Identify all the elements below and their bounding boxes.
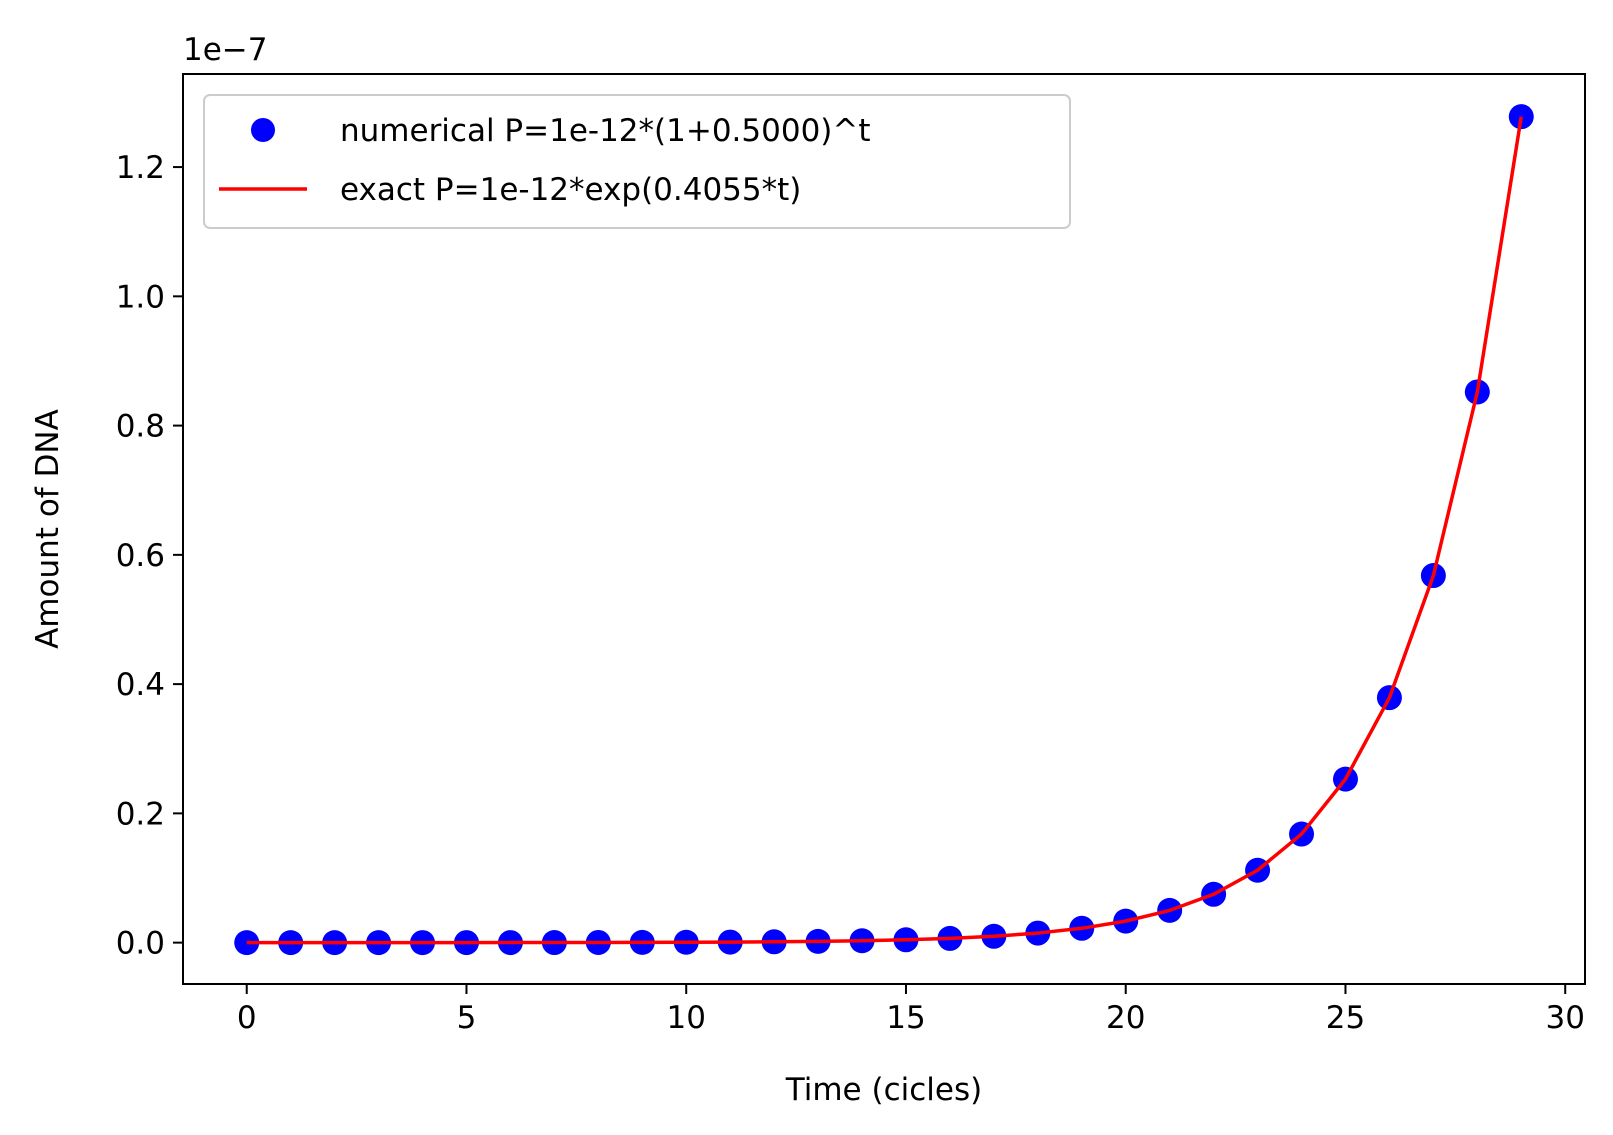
y-tick-label: 1.2 — [116, 150, 165, 186]
x-tick-label: 5 — [457, 1000, 477, 1036]
legend-label-numerical: numerical P=1e-12*(1+0.5000)^t — [340, 113, 871, 149]
exact-series-line — [246, 116, 1523, 945]
y-tick-label: 0.4 — [116, 667, 165, 703]
data-series — [234, 104, 1534, 956]
x-tick-label: 20 — [1106, 1000, 1145, 1036]
x-tick-label: 0 — [237, 1000, 257, 1036]
x-tick-label: 10 — [666, 1000, 705, 1036]
y-offset-label: 1e−7 — [183, 32, 268, 68]
y-axis-label: Amount of DNA — [30, 409, 66, 649]
y-tick-label: 1.0 — [116, 279, 165, 315]
y-tick-label: 0.8 — [116, 409, 165, 445]
plot-frame — [182, 73, 1586, 985]
axis-ticks: 0 5 10 15 20 25 30 0.0 0.2 0.4 0.6 0.8 1.0 1.2 — [116, 150, 1585, 1036]
legend-marker-numerical — [251, 118, 275, 142]
legend-frame — [203, 94, 1071, 229]
x-tick-label: 25 — [1326, 1000, 1365, 1036]
numerical-point — [1508, 104, 1534, 130]
y-tick-label: 0.6 — [116, 538, 165, 574]
x-tick-label: 15 — [886, 1000, 925, 1036]
y-tick-label: 0.0 — [116, 926, 165, 962]
numerical-point — [234, 930, 260, 956]
x-axis-label: Time (cicles) — [785, 1072, 982, 1108]
x-tick-label: 30 — [1545, 1000, 1584, 1036]
y-tick-label: 0.2 — [116, 796, 165, 832]
legend-label-exact: exact P=1e-12*exp(0.4055*t) — [340, 172, 801, 208]
legend: numerical P=1e-12*(1+0.5000)^t exact P=1… — [203, 94, 1071, 229]
